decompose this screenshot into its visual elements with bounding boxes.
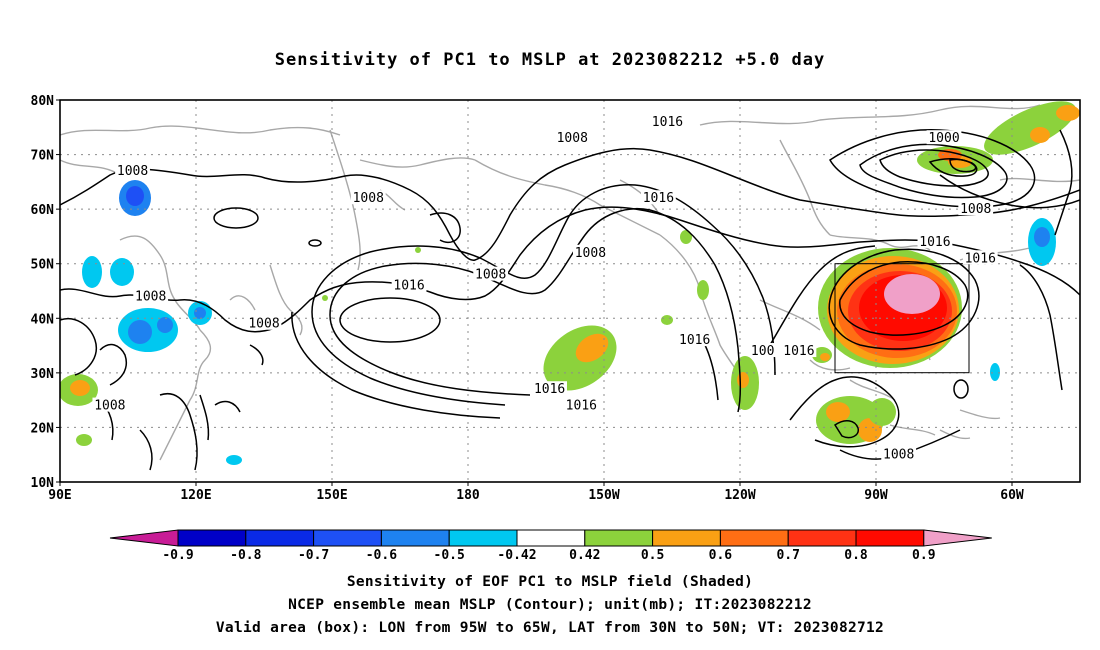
colorbar-left-arrow: [109, 529, 179, 547]
contour-label-bg: [554, 130, 590, 145]
contour-label: 1008: [117, 164, 148, 179]
colorbar-swatch: [652, 529, 721, 547]
colorbar-label: 0.42: [569, 548, 600, 560]
colorbar-right-arrow: [923, 529, 992, 547]
colorbar-label: -0.5: [434, 548, 465, 560]
contour-label: 1008: [883, 448, 914, 463]
colorbar-swatch: [719, 529, 789, 547]
lat-label: 50N: [31, 258, 55, 273]
lon-label: 60W: [1000, 488, 1024, 503]
contour-label: 1016: [393, 279, 424, 294]
lat-label: 70N: [31, 149, 55, 164]
colorbar-swatch: [855, 529, 925, 547]
contour-label: 1008: [475, 268, 506, 283]
caption-line-3: Valid area (box): LON from 95W to 65W, L…: [215, 620, 885, 636]
map-frame: [59, 99, 1081, 483]
contour-label: 1008: [94, 399, 125, 414]
lon-label: 90W: [864, 488, 888, 503]
contour-label: 1016: [965, 251, 996, 266]
colorbar-label: 0.5: [641, 548, 664, 560]
contour-label-bg: [92, 397, 128, 412]
contour-label: 1016: [919, 235, 950, 250]
lat-label: 30N: [31, 367, 55, 382]
caption-line-2: NCEP ensemble mean MSLP (Contour); unit(…: [288, 597, 812, 613]
contour-label: 1008: [960, 202, 991, 217]
caption-line-1: Sensitivity of EOF PC1 to MSLP field (Sh…: [346, 574, 754, 590]
lat-label: 10N: [31, 476, 55, 491]
colorbar-swatch: [245, 529, 315, 547]
contour-label-bg: [881, 446, 917, 461]
lon-label: 150W: [588, 488, 619, 503]
lon-label: 120W: [724, 488, 755, 503]
contour-label-bg: [563, 397, 599, 412]
contour-label: 1008: [557, 131, 588, 146]
contour-label: 1016: [643, 191, 674, 206]
colorbar-label: -0.6: [366, 548, 397, 560]
lon-label: 120E: [180, 488, 211, 503]
contour-label-bg: [926, 130, 962, 145]
colorbar-swatch: [380, 529, 450, 547]
contour-label: 1008: [353, 191, 384, 206]
lon-label: 90E: [48, 488, 71, 503]
contour-label: 1016: [783, 344, 814, 359]
colorbar-swatch: [448, 529, 518, 547]
lon-label: 180: [456, 488, 480, 503]
lat-label: 40N: [31, 312, 55, 327]
longitude-labels: 90E 120E 150E 180 150W 120W 90W 60W: [48, 482, 1024, 503]
sensitivity-shading: [60, 101, 1080, 465]
contour-label-bg: [958, 201, 994, 216]
contour-label-bg: [650, 113, 685, 128]
contour-label-bg: [641, 190, 676, 205]
contour-label-bg: [573, 244, 608, 259]
colorbar-label: -0.7: [298, 548, 329, 560]
contour-label: 100: [751, 344, 774, 359]
contour-label: 1016: [534, 382, 565, 397]
colorbar-label: 0.7: [776, 548, 799, 560]
colorbar-label: -0.8: [230, 548, 261, 560]
colorbar-swatch: [584, 529, 654, 547]
latitude-labels: 80N 70N 60N 50N 40N 30N 20N 10N: [31, 94, 60, 491]
contour-label: 1016: [566, 399, 597, 414]
colorbar-label: 0.8: [844, 548, 868, 560]
contour-label-bg: [246, 315, 282, 330]
lat-label: 20N: [31, 421, 55, 436]
contour-label: 1016: [652, 115, 683, 130]
contour-label: 1008: [135, 289, 166, 304]
contour-label-bg: [677, 332, 713, 347]
map-title: Sensitivity of PC1 to MSLP at 2023082212…: [274, 50, 826, 70]
contour-label-bg: [391, 277, 427, 292]
colorbar-label: 0.6: [709, 548, 733, 560]
colorbar-label: -0.42: [497, 548, 536, 560]
lon-label: 150E: [316, 488, 347, 503]
colorbar: -0.9 -0.8 -0.7 -0.6 -0.5 -0.42 0.42 0.5 0.6 0.7 0.…: [109, 529, 992, 560]
colorbar-label: -0.9: [162, 548, 193, 560]
colorbar-swatch: [177, 529, 247, 547]
valid-area-box: [834, 263, 970, 374]
colorbar-swatch: [313, 529, 382, 547]
contour-label-bg: [532, 381, 567, 396]
colorbar-swatch: [787, 529, 857, 547]
contour-label-bg: [115, 162, 150, 177]
contour-label: 1008: [575, 246, 606, 261]
contour-label: 1000: [928, 131, 959, 146]
lat-label: 80N: [31, 94, 55, 109]
colorbar-swatch: [516, 529, 586, 547]
colorbar-label: 0.9: [912, 548, 935, 560]
contour-label-bg: [133, 288, 169, 303]
contour-label-bg: [781, 343, 817, 358]
contour-label-bg: [962, 250, 998, 265]
lat-label: 60N: [31, 203, 55, 218]
contour-label-bg: [749, 343, 776, 358]
contour-label-bg: [917, 233, 953, 248]
mslp-contours: [60, 129, 1080, 471]
contour-label-bg: [473, 266, 509, 281]
contour-label-bg: [350, 190, 386, 205]
contour-label: 1008: [248, 317, 279, 332]
contour-label: 1016: [679, 333, 710, 348]
